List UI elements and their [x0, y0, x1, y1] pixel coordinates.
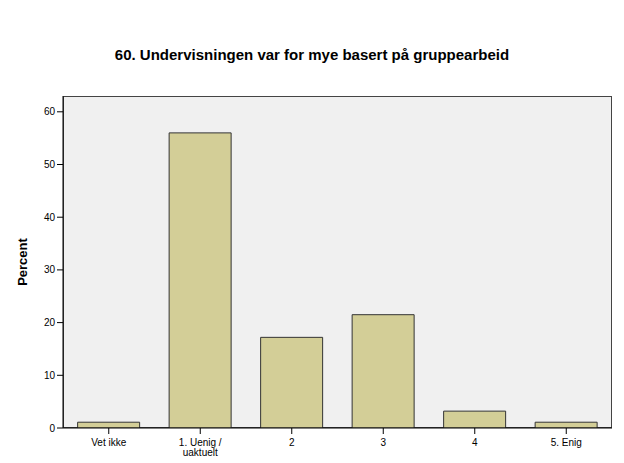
svg-text:10: 10	[44, 370, 56, 381]
svg-text:50: 50	[44, 159, 56, 170]
svg-text:2: 2	[289, 437, 295, 448]
svg-text:0: 0	[49, 423, 55, 434]
svg-text:1. Uenig /uaktuelt: 1. Uenig /uaktuelt	[179, 437, 222, 458]
svg-text:4: 4	[472, 437, 478, 448]
html-text:60. Undervisningen var for mye: 60. Undervisningen var for mye basert på…	[114, 46, 510, 63]
svg-text:30: 30	[44, 264, 56, 275]
svg-text:Vet ikke: Vet ikke	[91, 437, 126, 448]
svg-text:20: 20	[44, 317, 56, 328]
svg-text:60: 60	[44, 106, 56, 117]
svg-text:5. Enig: 5. Enig	[551, 437, 582, 448]
svg-text:40: 40	[44, 212, 56, 223]
svg-text:3: 3	[380, 437, 386, 448]
svg-text:Percent: Percent	[15, 237, 30, 285]
